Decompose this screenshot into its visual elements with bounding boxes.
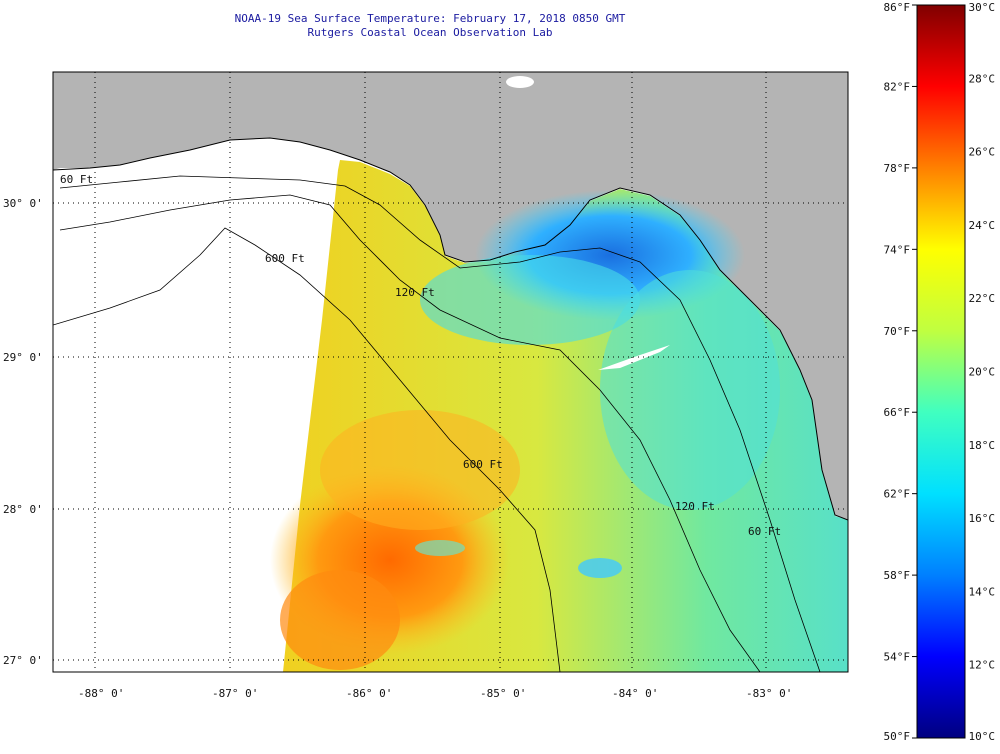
colorbar-f-label: 78°F bbox=[884, 162, 911, 175]
colorbar-f-label: 66°F bbox=[884, 406, 911, 419]
land-area bbox=[53, 72, 848, 520]
colorbar-c-label: 30°C bbox=[969, 1, 996, 14]
isobath-60ft bbox=[59, 175, 821, 672]
isobath-600ft bbox=[53, 227, 561, 672]
lat-label-30: 30° 0' bbox=[3, 197, 43, 210]
colorbar bbox=[916, 4, 966, 739]
colorbar-f-label: 58°F bbox=[884, 569, 911, 582]
lon-label-83: -83° 0' bbox=[746, 687, 792, 700]
lon-label-87: -87° 0' bbox=[212, 687, 258, 700]
coastline bbox=[53, 137, 848, 521]
colorbar-c-label: 10°C bbox=[969, 730, 996, 743]
colorbar-f-label: 74°F bbox=[884, 243, 911, 256]
colorbar-f-label: 86°F bbox=[884, 1, 911, 14]
map-subtitle: Rutgers Coastal Ocean Observation Lab bbox=[307, 26, 553, 39]
lat-label-27: 27° 0' bbox=[3, 654, 43, 667]
colorbar-celsius-labels: 30°C 28°C 26°C 24°C 22°C 20°C 18°C 16°C 14°C 12°C… bbox=[969, 1, 996, 743]
isobath-label-60ft-east: 60 Ft bbox=[748, 525, 781, 538]
map-frame bbox=[52, 71, 849, 673]
colorbar-c-label: 28°C bbox=[969, 72, 996, 85]
colorbar-c-label: 12°C bbox=[969, 659, 996, 672]
colorbar-f-label: 70°F bbox=[884, 325, 911, 338]
lat-label-29: 29° 0' bbox=[3, 351, 43, 364]
lat-label-28: 28° 0' bbox=[3, 503, 43, 516]
colorbar-c-label: 24°C bbox=[969, 219, 996, 232]
colorbar-fahrenheit-labels: 86°F 82°F 78°F 74°F 70°F 66°F 62°F 58°F 54°F 50°F bbox=[884, 1, 917, 743]
lon-label-86: -86° 0' bbox=[346, 687, 392, 700]
colorbar-c-label: 26°C bbox=[969, 146, 996, 159]
colorbar-c-label: 14°C bbox=[969, 585, 996, 598]
map-image bbox=[53, 72, 848, 672]
colorbar-f-label: 82°F bbox=[884, 80, 911, 93]
isobath-label-60ft-west: 60 Ft bbox=[60, 173, 93, 186]
colorbar-f-label: 62°F bbox=[884, 488, 911, 501]
map-title: NOAA-19 Sea Surface Temperature: Februar… bbox=[234, 12, 626, 25]
lon-label-84: -84° 0' bbox=[612, 687, 658, 700]
colorbar-f-label: 54°F bbox=[884, 651, 911, 664]
isobath-label-120ft-east: 120 Ft bbox=[675, 500, 715, 513]
isobath-120ft bbox=[59, 194, 761, 672]
isobath-label-600ft-north: 600 Ft bbox=[265, 252, 305, 265]
colorbar-c-label: 20°C bbox=[969, 366, 996, 379]
lon-label-85: -85° 0' bbox=[480, 687, 526, 700]
colorbar-c-label: 18°C bbox=[969, 439, 996, 452]
colorbar-f-label: 50°F bbox=[884, 730, 911, 743]
lon-label-88: -88° 0' bbox=[78, 687, 124, 700]
graticule bbox=[53, 72, 848, 672]
colorbar-c-label: 22°C bbox=[969, 292, 996, 305]
isobath-label-120ft-west: 120 Ft bbox=[395, 286, 435, 299]
isobath-label-600ft-south: 600 Ft bbox=[463, 458, 503, 471]
colorbar-c-label: 16°C bbox=[969, 512, 996, 525]
